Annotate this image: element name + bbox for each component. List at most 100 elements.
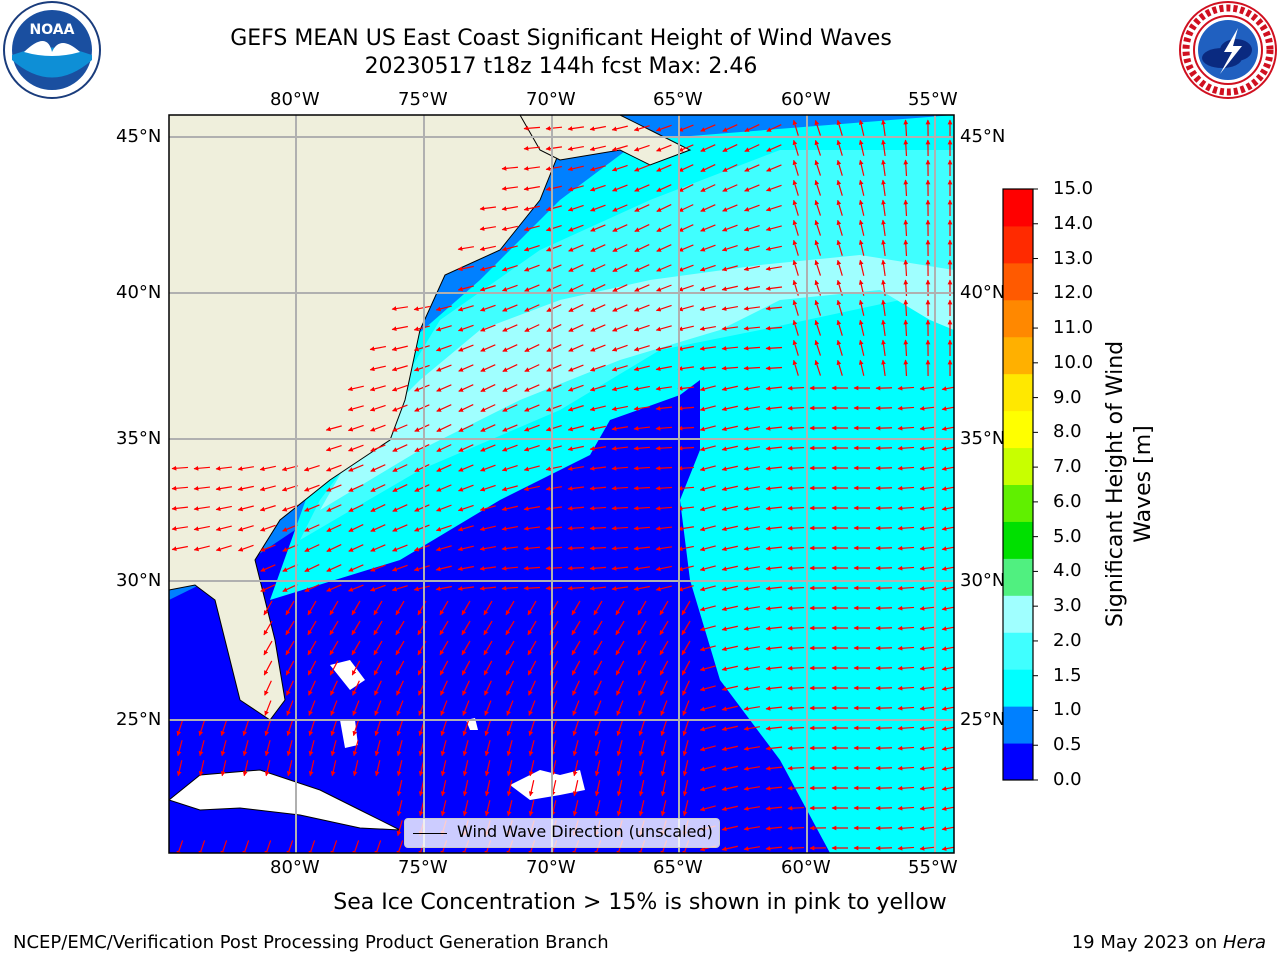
wave-direction-arrow — [462, 700, 470, 716]
wave-direction-arrow — [881, 259, 886, 277]
wave-direction-arrow — [282, 524, 298, 532]
wave-direction-arrow — [242, 720, 250, 737]
lat-tick-right-40n: 40°N — [960, 282, 1006, 303]
wave-direction-arrow — [304, 564, 320, 572]
wave-direction-arrow — [567, 126, 585, 131]
wave-direction-arrow — [505, 600, 515, 616]
colorbar-segment — [1003, 189, 1033, 227]
wave-direction-arrow — [545, 125, 563, 131]
colorbar-tick: 15.0 — [1053, 178, 1094, 199]
wave-direction-arrow — [941, 486, 954, 492]
wave-direction-arrow — [458, 364, 474, 372]
wave-direction-arrow — [659, 660, 669, 676]
colorbar-tick: 11.0 — [1053, 317, 1094, 339]
wave-direction-arrow — [660, 780, 667, 797]
wave-direction-arrow — [787, 545, 805, 551]
wave-direction-arrow — [370, 504, 386, 512]
wave-direction-arrow — [348, 464, 364, 472]
wave-direction-arrow — [462, 760, 469, 777]
wave-direction-arrow — [259, 485, 276, 492]
wave-direction-arrow — [237, 485, 254, 492]
colorbar-segment — [1003, 447, 1033, 485]
lon-tick-bottom-70w: 70°W — [526, 857, 576, 878]
wave-direction-arrow — [678, 204, 694, 212]
wave-direction-arrow — [523, 545, 541, 551]
wave-direction-arrow — [897, 585, 915, 591]
colorbar-label-line1: Significant Height of Wind — [1103, 340, 1128, 628]
wave-direction-arrow — [919, 626, 937, 631]
wave-direction-arrow — [677, 526, 694, 531]
wave-direction-arrow — [655, 365, 672, 372]
wave-direction-arrow — [307, 600, 317, 616]
wave-direction-arrow — [765, 266, 782, 271]
wave-direction-arrow — [440, 720, 448, 737]
wave-direction-arrow — [919, 706, 937, 711]
wave-direction-arrow — [634, 224, 650, 232]
lon-tick-bottom-80w: 80°W — [270, 857, 320, 878]
wave-direction-arrow — [501, 505, 518, 512]
wave-direction-arrow — [721, 265, 738, 272]
wave-direction-arrow — [330, 740, 337, 757]
wave-direction-arrow — [612, 264, 628, 272]
wave-direction-arrow — [546, 404, 562, 412]
wave-direction-arrow — [369, 385, 386, 392]
wave-direction-arrow — [483, 640, 493, 656]
wave-direction-arrow — [611, 446, 629, 451]
wave-direction-arrow — [479, 206, 497, 211]
wave-direction-arrow — [502, 344, 518, 352]
wave-direction-arrow — [681, 660, 691, 676]
wave-direction-arrow — [523, 485, 540, 492]
wave-direction-arrow — [858, 199, 865, 216]
wave-direction-arrow — [699, 525, 716, 532]
wave-direction-arrow — [242, 840, 250, 853]
wave-direction-arrow — [501, 206, 518, 211]
wave-direction-arrow — [260, 524, 276, 532]
colorbar-segment — [1003, 373, 1033, 412]
wave-direction-arrow — [903, 139, 909, 157]
wave-direction-arrow — [373, 620, 383, 636]
colorbar-tick: 1.0 — [1053, 699, 1082, 721]
wave-direction-arrow — [681, 600, 691, 616]
wave-direction-arrow — [743, 325, 761, 331]
wave-direction-arrow — [374, 700, 382, 716]
wave-direction-arrow — [699, 785, 716, 792]
wave-direction-arrow — [590, 264, 606, 272]
lon-tick-bottom-55w: 55°W — [908, 857, 958, 878]
wave-direction-arrow — [616, 760, 623, 777]
wave-direction-arrow — [814, 139, 822, 156]
wave-direction-arrow — [836, 159, 843, 176]
wave-direction-arrow — [637, 640, 647, 656]
wave-direction-arrow — [391, 306, 409, 311]
wave-direction-arrow — [721, 565, 738, 572]
wave-direction-arrow — [743, 646, 760, 651]
wave-direction-arrow — [286, 760, 293, 777]
wave-direction-arrow — [330, 700, 338, 716]
wave-direction-arrow — [699, 605, 716, 612]
wave-direction-arrow — [903, 239, 909, 257]
wave-direction-arrow — [501, 485, 518, 492]
wave-direction-arrow — [616, 680, 624, 696]
wave-direction-arrow — [329, 620, 339, 636]
wave-direction-arrow — [589, 545, 607, 551]
wave-direction-arrow — [941, 786, 954, 792]
wave-direction-arrow — [743, 746, 760, 751]
wave-direction-arrow — [836, 119, 843, 136]
wave-direction-arrow — [523, 166, 541, 171]
wave-direction-arrow — [721, 285, 738, 292]
wave-direction-arrow — [501, 265, 518, 272]
footer-date: 19 May 2023 on Hera — [1072, 932, 1266, 953]
colorbar-tick: 6.0 — [1053, 490, 1082, 512]
wave-direction-arrow — [612, 204, 628, 212]
wave-direction-arrow — [682, 740, 689, 757]
wave-direction-arrow — [568, 364, 584, 372]
wave-direction-arrow — [836, 339, 843, 356]
north-america-land — [169, 115, 561, 721]
wave-direction-arrow — [458, 484, 474, 492]
wave-direction-arrow — [286, 700, 294, 716]
wave-direction-arrow — [171, 526, 189, 531]
wave-direction-arrow — [919, 846, 937, 851]
wave-direction-arrow — [814, 319, 822, 336]
wave-direction-arrow — [589, 145, 606, 152]
wave-direction-arrow — [611, 505, 629, 511]
wave-direction-arrow — [919, 386, 937, 391]
